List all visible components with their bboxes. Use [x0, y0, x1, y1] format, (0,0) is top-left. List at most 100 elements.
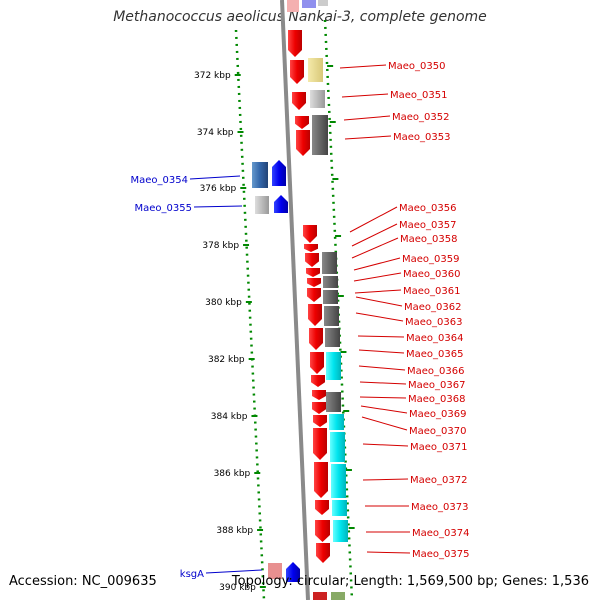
partial-gene	[302, 0, 316, 8]
cog-box-cyan	[326, 352, 341, 380]
cog-box-gray	[323, 276, 338, 288]
label-leader-line	[361, 416, 408, 431]
label-leader-line	[351, 223, 398, 247]
partial-gene	[313, 592, 327, 600]
gene-label[interactable]: Maeo_0372	[410, 475, 467, 486]
kbp-tick-label: 384 kbp	[211, 412, 248, 422]
gene-arrow-forward	[292, 92, 306, 110]
gene-label[interactable]: ksgA	[180, 569, 204, 580]
label-leader-line	[349, 206, 398, 233]
gene-arrow-forward	[306, 268, 320, 277]
cog-box-gray	[312, 115, 328, 155]
gene-arrow-forward	[310, 352, 324, 374]
gene-label[interactable]: Maeo_0364	[406, 333, 463, 344]
cog-box-pink	[268, 563, 282, 579]
cog-box-gray	[325, 328, 340, 347]
gene-arrow-forward	[304, 244, 318, 252]
gene-arrow-forward	[295, 116, 309, 129]
gene-label[interactable]: Maeo_0350	[388, 61, 445, 72]
map-title: Methanococcus aeolicus Nankai-3, complet…	[113, 9, 487, 25]
gene-label[interactable]: Maeo_0352	[392, 112, 449, 123]
label-leader-line	[362, 478, 409, 481]
gene-label[interactable]: Maeo_0359	[402, 254, 459, 265]
gene-label[interactable]: Maeo_0375	[412, 549, 469, 560]
gene-label[interactable]: Maeo_0353	[393, 132, 450, 143]
label-leader-line	[355, 296, 403, 307]
backbone-line	[280, 0, 310, 600]
kbp-tick-label: 380 kbp	[205, 298, 242, 308]
gene-arrow-forward	[308, 304, 322, 326]
gene-label[interactable]: Maeo_0366	[407, 366, 464, 377]
label-leader-line	[353, 272, 402, 282]
cog-box-gray	[255, 196, 269, 214]
gene-label[interactable]: Maeo_0357	[399, 220, 456, 231]
kbp-tick-label: 374 kbp	[197, 128, 234, 138]
kbp-tick-label: 376 kbp	[200, 184, 237, 194]
gene-arrow-forward	[313, 415, 327, 427]
gene-label[interactable]: Maeo_0373	[411, 502, 468, 513]
gene-arrow-forward	[305, 253, 319, 267]
gene-arrow-forward	[307, 288, 321, 302]
gene-arrow-forward	[315, 500, 329, 515]
gene-label[interactable]: Maeo_0367	[408, 380, 465, 391]
gene-arrow-forward	[307, 278, 321, 287]
gene-arrow-forward	[312, 402, 326, 414]
gene-label[interactable]: Maeo_0361	[403, 286, 460, 297]
cog-box-cyan	[333, 520, 348, 542]
gene-label[interactable]: Maeo_0368	[408, 394, 465, 405]
kbp-tick-label: 378 kbp	[202, 241, 239, 251]
label-leader-line	[357, 335, 405, 338]
kbp-tick-label: 382 kbp	[208, 355, 245, 365]
gene-label[interactable]: Maeo_0360	[403, 269, 460, 280]
gene-label[interactable]: Maeo_0351	[390, 90, 447, 101]
label-leader-line	[339, 64, 387, 69]
label-leader-line	[353, 257, 401, 271]
gene-label[interactable]: Maeo_0355	[135, 203, 192, 214]
label-leader-line	[359, 381, 407, 385]
gene-label[interactable]: Maeo_0374	[412, 528, 469, 539]
cog-box-steel	[252, 162, 268, 188]
gene-label[interactable]: Maeo_0365	[406, 349, 463, 360]
gene-arrow-forward	[288, 30, 302, 57]
gene-label[interactable]: Maeo_0358	[400, 234, 457, 245]
gene-arrow-forward	[314, 462, 328, 498]
partial-gene	[287, 0, 299, 12]
left-dotted-track	[234, 29, 266, 600]
cog-box-yellow	[308, 58, 323, 82]
kbp-tick-label: 390 kbp	[219, 583, 256, 593]
gene-arrow-forward	[311, 375, 325, 387]
partial-gene	[318, 0, 328, 6]
label-leader-line	[360, 405, 408, 414]
gene-label[interactable]: Maeo_0371	[410, 442, 467, 453]
kbp-tick-label: 388 kbp	[216, 526, 253, 536]
gene-label[interactable]: Maeo_0369	[409, 409, 466, 420]
gene-label[interactable]: Maeo_0363	[405, 317, 462, 328]
partial-gene	[331, 592, 345, 600]
label-leader-line	[189, 175, 241, 180]
cog-box-cyan	[332, 500, 347, 516]
label-leader-line	[343, 115, 391, 121]
gene-label[interactable]: Maeo_0354	[131, 175, 188, 186]
gene-label[interactable]: Maeo_0362	[404, 302, 461, 313]
label-leader-line	[351, 237, 399, 259]
gene-arrow-forward	[315, 520, 330, 542]
cog-box-gray	[323, 290, 338, 304]
label-leader-line	[193, 205, 243, 208]
label-leader-line	[355, 312, 404, 322]
cog-box-gray	[310, 90, 325, 108]
gene-arrow-forward	[303, 225, 317, 243]
cog-box-cyan	[331, 464, 346, 498]
gene-label[interactable]: Maeo_0356	[399, 203, 456, 214]
cog-box-gray	[324, 306, 339, 326]
gene-arrow-forward	[290, 60, 304, 84]
gene-arrow-reverse	[272, 160, 286, 186]
label-leader-line	[354, 289, 402, 294]
gene-arrow-reverse	[274, 195, 288, 213]
label-leader-line	[358, 365, 406, 371]
right-dotted-track	[323, 19, 354, 600]
gene-arrow-reverse	[286, 562, 300, 582]
topology-label: Topology: circular; Length: 1,569,500 bp…	[231, 574, 589, 589]
label-leader-line	[205, 569, 263, 574]
gene-label[interactable]: Maeo_0370	[409, 426, 466, 437]
